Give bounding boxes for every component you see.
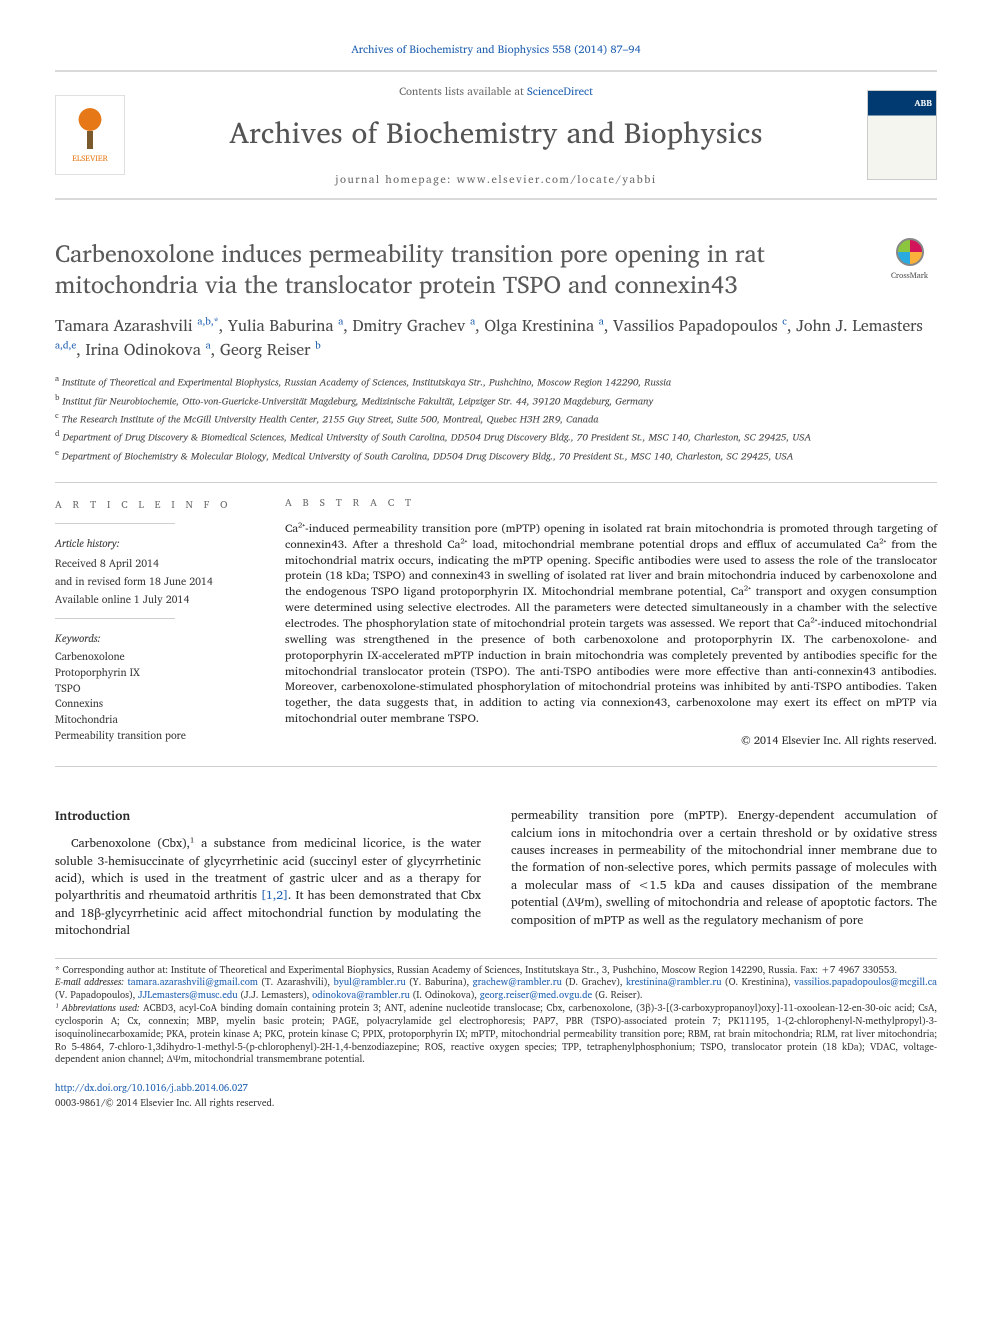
elsevier-logo: ELSEVIER (55, 95, 125, 175)
crossmark-badge[interactable]: CrossMark (882, 238, 937, 282)
affiliation-line: d Department of Drug Discovery & Biomedi… (55, 427, 937, 445)
contents-line: Contents lists available at ScienceDirec… (125, 82, 867, 100)
intro-paragraph-1: Carbenoxolone (Cbx),¹ a substance from m… (55, 835, 481, 939)
doi-link[interactable]: http://dx.doi.org/10.1016/j.abb.2014.06.… (55, 1081, 248, 1096)
abbreviations-note: ¹ Abbreviations used: ACBD3, acyl-CoA bi… (55, 1003, 937, 1067)
homepage-prefix: journal homepage: (335, 170, 456, 188)
affiliation-line: b Institut für Neurobiochemie, Otto-von-… (55, 391, 937, 409)
doi-block: http://dx.doi.org/10.1016/j.abb.2014.06.… (55, 1081, 937, 1111)
abstract-column: A B S T R A C T Ca²⁺-induced permeabilit… (285, 497, 937, 748)
author-list: Tamara Azarashvili a,b,*, Yulia Baburina… (55, 314, 937, 362)
keywords-list: CarbenoxoloneProtoporphyrin IXTSPOConnex… (55, 649, 255, 744)
issn-copyright: 0003-9861/© 2014 Elsevier Inc. All right… (55, 1096, 275, 1111)
abbrev-text: ACBD3, acyl-CoA binding domain containin… (55, 1001, 937, 1067)
affiliation-line: c The Research Institute of the McGill U… (55, 409, 937, 427)
body-text: Introduction Carbenoxolone (Cbx),¹ a sub… (55, 807, 937, 939)
article-title: Carbenoxolone induces permeability trans… (55, 238, 882, 300)
abstract-heading: A B S T R A C T (285, 497, 937, 511)
abstract-text: Ca²⁺-induced permeability transition por… (285, 521, 937, 727)
abstract-copyright: © 2014 Elsevier Inc. All rights reserved… (285, 733, 937, 748)
history-line: Available online 1 July 2014 (55, 590, 255, 608)
journal-citation: Archives of Biochemistry and Biophysics … (55, 40, 937, 58)
journal-header: ELSEVIER Contents lists available at Sci… (55, 70, 937, 200)
keyword: Protoporphyrin IX (55, 665, 255, 681)
email-link[interactable]: vassilios.papadopoulos@mcgill.ca (794, 975, 937, 990)
affiliation-line: a Institute of Theoretical and Experimen… (55, 372, 937, 390)
crossmark-label: CrossMark (891, 268, 928, 282)
keyword: Permeability transition pore (55, 728, 255, 744)
keywords-label: Keywords: (55, 629, 255, 647)
intro-paragraph-2: permeability transition pore (mPTP). Ene… (511, 807, 937, 929)
history-lines: Received 8 April 2014and in revised form… (55, 554, 255, 608)
journal-name: Archives of Biochemistry and Biophysics (125, 108, 867, 156)
history-line: and in revised form 18 June 2014 (55, 572, 255, 590)
email-addresses: E-mail addresses: tamara.azarashvili@gma… (55, 977, 937, 1003)
contents-prefix: Contents lists available at (399, 82, 527, 100)
article-info-heading: A R T I C L E I N F O (55, 497, 255, 513)
publisher-label: ELSEVIER (72, 151, 108, 165)
homepage-url[interactable]: www.elsevier.com/locate/yabbi (457, 170, 657, 188)
journal-cover-thumbnail (867, 90, 937, 180)
crossmark-icon (896, 238, 924, 266)
affiliations: a Institute of Theoretical and Experimen… (55, 372, 937, 464)
homepage-line: journal homepage: www.elsevier.com/locat… (125, 170, 867, 188)
emails-text: tamara.azarashvili@gmail.com (T. Azarash… (55, 975, 937, 1003)
article-info-column: A R T I C L E I N F O Article history: R… (55, 497, 255, 748)
footnotes: * Corresponding author at: Institute of … (55, 958, 937, 1068)
sciencedirect-link[interactable]: ScienceDirect (527, 82, 593, 100)
affiliation-line: e Department of Biochemistry & Molecular… (55, 446, 937, 464)
email-link[interactable]: krestinina@rambler.ru (626, 975, 722, 990)
introduction-heading: Introduction (55, 807, 481, 825)
divider (55, 482, 937, 483)
elsevier-tree-icon (70, 106, 110, 151)
history-label: Article history: (55, 534, 255, 552)
divider (55, 766, 937, 767)
history-line: Received 8 April 2014 (55, 554, 255, 572)
